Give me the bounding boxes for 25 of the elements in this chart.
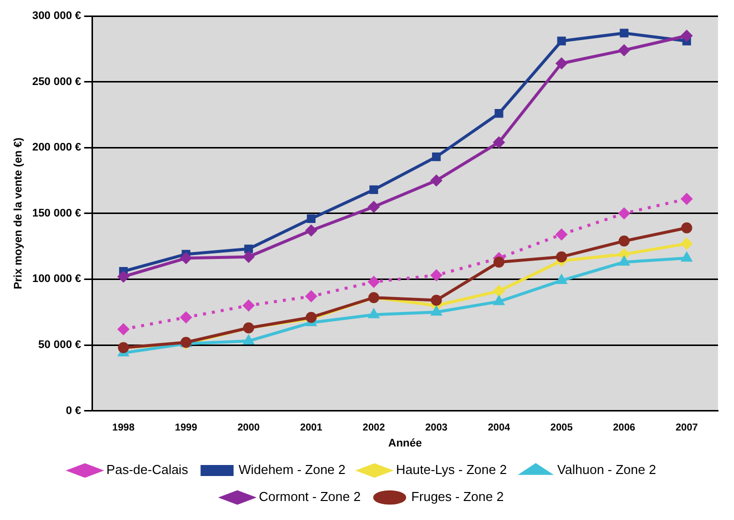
x-tick-label: 2004 bbox=[488, 422, 511, 434]
x-tick-label: 1998 bbox=[112, 422, 135, 434]
legend-label: Fruges - Zone 2 bbox=[411, 489, 504, 504]
legend-label: Pas-de-Calais bbox=[106, 462, 189, 478]
legend-label: Haute-Lys - Zone 2 bbox=[396, 462, 507, 478]
y-tick-label: 300 000 € bbox=[32, 10, 82, 22]
x-tick-label: 1999 bbox=[174, 422, 198, 434]
legend-label: Cormont - Zone 2 bbox=[258, 489, 361, 504]
y-tick-label: 150 000 € bbox=[32, 207, 82, 220]
legend-label: Widehem - Zone 2 bbox=[238, 462, 346, 478]
y-axis-title: Prix moyen de la vente (en €) bbox=[12, 137, 25, 290]
x-tick-label: 2007 bbox=[676, 422, 698, 434]
x-tick-label: 2000 bbox=[237, 422, 260, 434]
x-tick-label: 2002 bbox=[362, 422, 386, 434]
y-tick-label: 100 000 € bbox=[32, 273, 82, 286]
x-tick-label: 2003 bbox=[425, 422, 448, 434]
y-tick-label: 250 000 € bbox=[32, 76, 82, 88]
y-tick-label: 200 000 € bbox=[32, 142, 82, 154]
y-tick-label: 0 € bbox=[66, 404, 82, 417]
x-tick-label: 2005 bbox=[550, 422, 574, 434]
y-tick-label: 50 000 € bbox=[38, 339, 82, 352]
legend-label: Valhuon - Zone 2 bbox=[557, 462, 656, 478]
x-tick-label: 2006 bbox=[612, 422, 636, 434]
x-axis-title: Année bbox=[388, 437, 422, 450]
x-tick-label: 2001 bbox=[300, 422, 323, 434]
